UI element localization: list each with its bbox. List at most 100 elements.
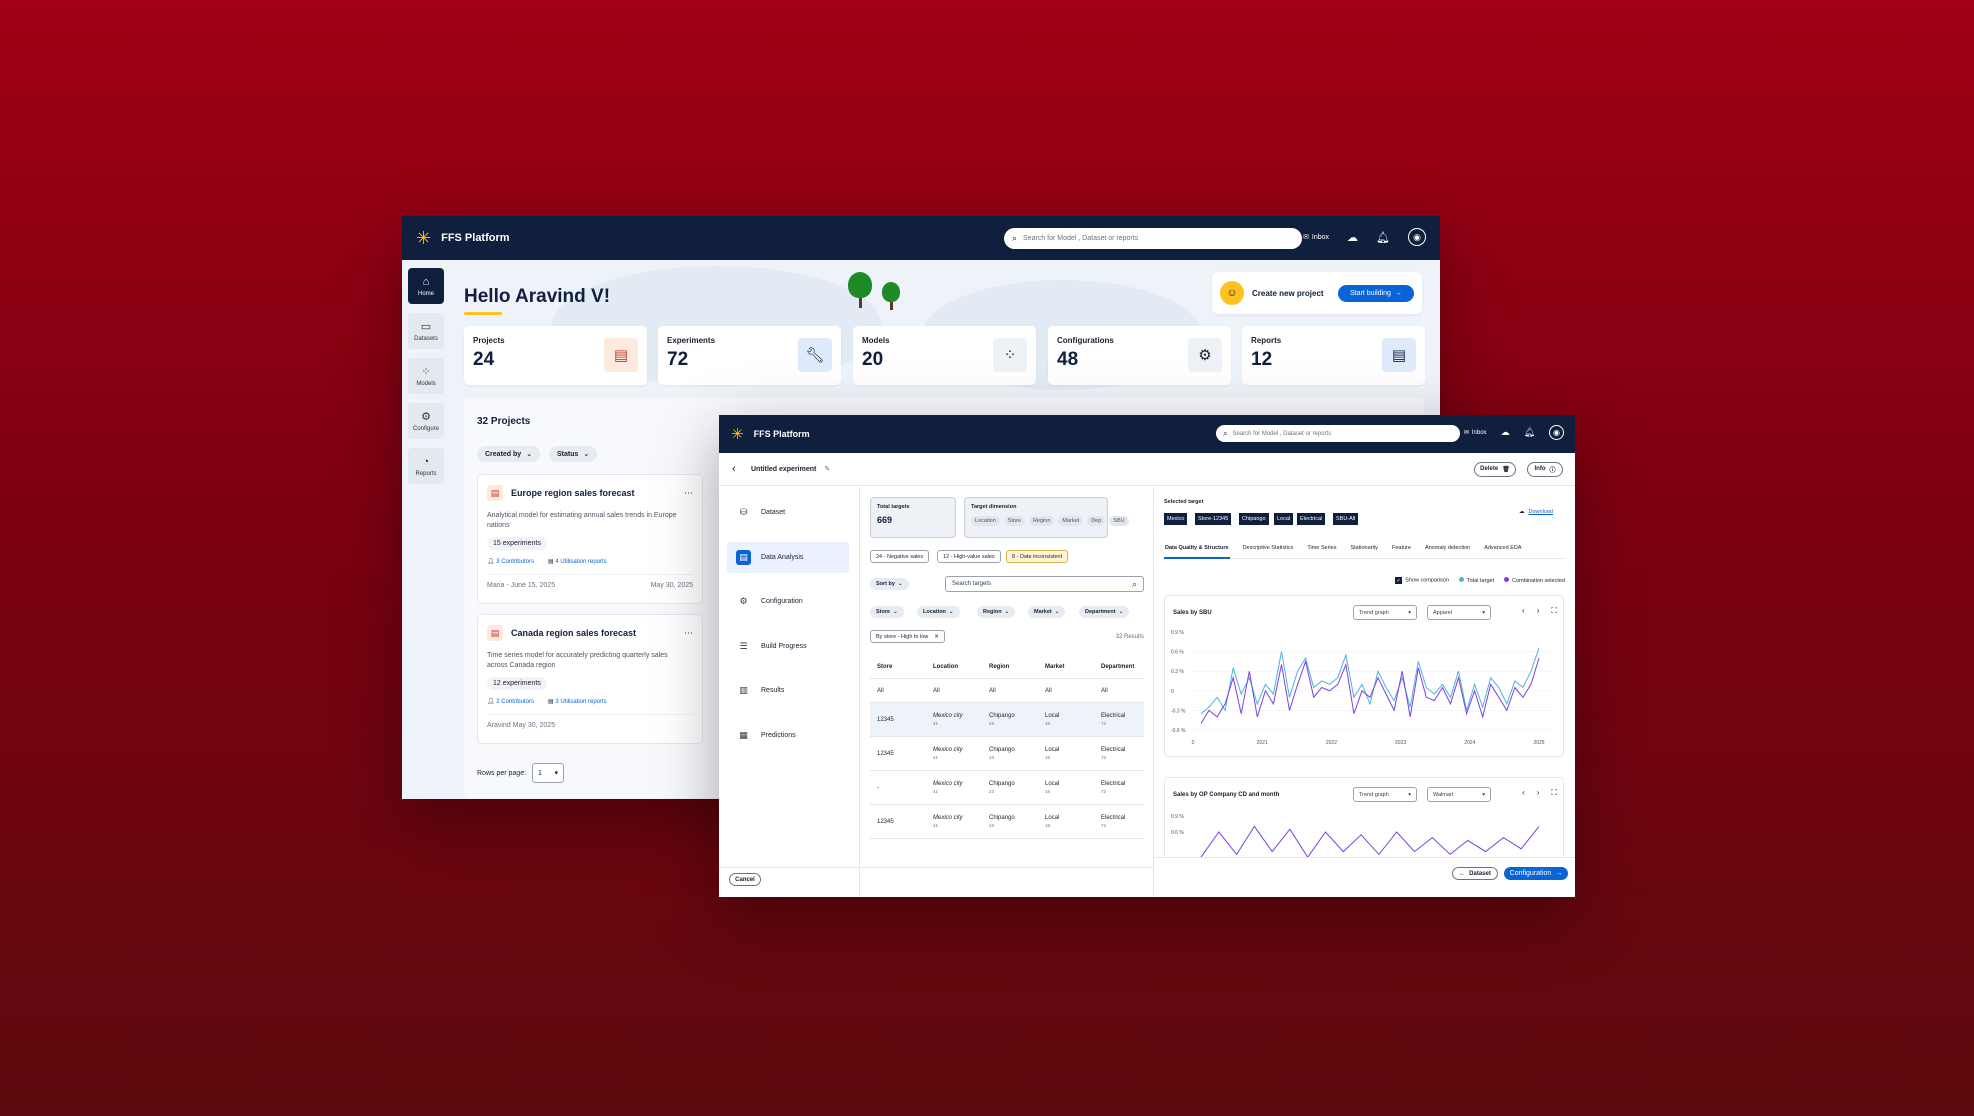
back-arrow-icon[interactable]: ‹ — [732, 463, 736, 475]
global-search-input[interactable]: ⌕ Search for Model , Dataset or reports — [1216, 425, 1460, 442]
user-avatar-icon[interactable]: ◉ — [1549, 425, 1564, 440]
active-filter-chip[interactable]: By store - High to low ✕ — [870, 630, 945, 643]
nav-configuration[interactable]: ⚙ Configuration — [727, 586, 849, 617]
tab-time-series[interactable]: Time Series — [1307, 545, 1337, 551]
show-comparison-checkbox[interactable]: ✓ Show comparison — [1395, 577, 1449, 584]
filter-status[interactable]: Status ⌄ — [549, 446, 598, 462]
project-card[interactable]: ▤ Europe region sales forecast ⋯ Analyti… — [477, 474, 703, 604]
back-dataset-button[interactable]: ← Dataset — [1452, 867, 1498, 880]
selected-chip[interactable]: Chipango — [1239, 513, 1269, 525]
column-header[interactable]: Department — [1101, 663, 1135, 670]
edit-pencil-icon[interactable]: ✎ — [824, 466, 831, 473]
stat-card-models[interactable]: Models 20 ⁘ — [853, 326, 1036, 385]
column-header[interactable]: Region — [989, 663, 1010, 670]
rail-configure[interactable]: ⚙ Configure — [408, 403, 444, 439]
contributors-link[interactable]: 👤︎ 3 Contributors — [487, 558, 534, 565]
chevron-left-icon[interactable]: ‹ — [1522, 606, 1525, 615]
info-button[interactable]: Info ⓘ — [1527, 461, 1563, 477]
search-targets-input[interactable]: Search targets ⌕ — [945, 576, 1144, 592]
chevron-right-icon[interactable]: › — [1536, 606, 1540, 615]
issue-tag[interactable]: 12 - High-value sales — [937, 550, 1001, 563]
table-row[interactable]: - Mexico city 41 Chipango 23 Local 16 Electrica… — [870, 771, 1144, 805]
selected-chip[interactable]: Local — [1274, 513, 1294, 525]
dimension-chip[interactable]: SBU — [1109, 516, 1129, 526]
user-avatar-icon[interactable]: ◉ — [1408, 228, 1426, 246]
more-options-icon[interactable]: ⋯ — [684, 487, 693, 498]
chevron-left-icon[interactable]: ‹ — [1522, 788, 1525, 797]
tab-stationarity[interactable]: Stationarity — [1350, 545, 1378, 551]
stat-card-experiments[interactable]: Experiments 72 🔧︎ — [658, 326, 841, 385]
download-link[interactable]: ☁ Download — [1519, 509, 1553, 515]
rail-datasets[interactable]: ▭ Datasets — [408, 313, 444, 349]
selected-chip[interactable]: Electrical — [1297, 513, 1326, 525]
rows-per-page-select[interactable]: 1 ▾ — [532, 763, 565, 783]
table-row-all[interactable]: All All All All All — [870, 679, 1144, 703]
selected-chip[interactable]: Store-12345 — [1195, 513, 1232, 525]
contributors-link[interactable]: 👤︎ 2 Contributors — [487, 698, 534, 705]
brand[interactable]: ✳ FFS Platform — [416, 229, 510, 247]
nav-results[interactable]: ▥ Results — [727, 675, 849, 706]
bell-icon[interactable]: 🔔︎ — [1523, 427, 1535, 437]
tab-anomaly-detection[interactable]: Anomaly detection — [1424, 545, 1471, 551]
stat-card-configurations[interactable]: Configurations 48 ⚙ — [1048, 326, 1231, 385]
cancel-button[interactable]: Cancel — [729, 873, 761, 886]
selected-chip[interactable]: SBU-All — [1333, 513, 1359, 525]
filter-store[interactable]: Store ⌄ — [870, 606, 904, 618]
filter-department[interactable]: Department ⌄ — [1079, 606, 1130, 618]
next-configuration-button[interactable]: Configuration → — [1504, 867, 1568, 880]
filter-location[interactable]: Location ⌄ — [917, 606, 960, 618]
filter-region[interactable]: Region ⌄ — [977, 606, 1016, 618]
dimension-chip[interactable]: Dep — [1087, 516, 1106, 526]
fullscreen-icon[interactable]: ⛶ — [1551, 606, 1557, 615]
tab-descriptive-statistics[interactable]: Descriptive Statistics — [1242, 545, 1294, 551]
cloud-icon[interactable]: ☁ — [1347, 231, 1359, 244]
chart-type-dropdown[interactable]: Trend graph ▾ — [1353, 605, 1417, 620]
rail-home[interactable]: ⌂ Home — [408, 268, 444, 304]
tab-feature[interactable]: Feature — [1391, 545, 1411, 551]
fullscreen-icon[interactable]: ⛶ — [1551, 788, 1557, 797]
dimension-chip[interactable]: Region — [1028, 516, 1055, 526]
company-dropdown[interactable]: Walmart ▾ — [1427, 787, 1491, 802]
project-card[interactable]: ▤ Canada region sales forecast ⋯ Time se… — [477, 614, 703, 744]
inbox-button[interactable]: ✉ Inbox — [1464, 429, 1487, 437]
dimension-chip[interactable]: Store — [1003, 516, 1025, 526]
tab-data-quality[interactable]: Data Quality & Structure — [1164, 543, 1230, 559]
nav-predictions[interactable]: ▦ Predictions — [727, 720, 849, 751]
dimension-chip[interactable]: Market — [1058, 516, 1084, 526]
rail-reports[interactable]: ◔ Reports — [408, 448, 444, 484]
inbox-button[interactable]: ✉ Inbox — [1303, 233, 1329, 242]
brand[interactable]: ✳ FFS Platform — [731, 427, 810, 442]
chart-type-dropdown[interactable]: Trend graph ▾ — [1353, 787, 1417, 802]
nav-dataset[interactable]: ⛁ Dataset — [727, 497, 849, 528]
delete-button[interactable]: Delete 🗑︎ — [1474, 461, 1516, 477]
selected-chip[interactable]: Mexico — [1164, 513, 1188, 525]
stat-card-projects[interactable]: Projects 24 ▤ — [464, 326, 647, 385]
sbu-dropdown[interactable]: Apparel ▾ — [1427, 605, 1491, 620]
filter-created-by[interactable]: Created by ⌄ — [477, 446, 541, 462]
filter-market[interactable]: Market ⌄ — [1028, 606, 1066, 618]
table-row[interactable]: 12345 Mexico city 41 Chipango 23 Local 16 Elect… — [870, 703, 1144, 737]
bell-icon[interactable]: 🔔︎ — [1376, 231, 1390, 244]
more-options-icon[interactable]: ⋯ — [684, 627, 693, 638]
start-building-button[interactable]: Start building → — [1338, 284, 1414, 302]
tab-advanced-eda[interactable]: Advanced EDA — [1484, 545, 1522, 551]
dimension-chip[interactable]: Location — [971, 516, 1000, 526]
column-header[interactable]: Location — [933, 663, 958, 670]
issue-tag[interactable]: 24 - Negative sales — [870, 550, 930, 563]
chevron-right-icon[interactable]: › — [1536, 788, 1540, 797]
column-header[interactable]: Store — [877, 663, 893, 670]
cloud-icon[interactable]: ☁ — [1500, 427, 1510, 437]
issue-tag[interactable]: 8 - Date inconsistent — [1006, 550, 1069, 563]
nav-data-analysis[interactable]: ▤ Data Analysis — [727, 542, 849, 573]
sort-by-button[interactable]: Sort by ⌄ — [870, 578, 909, 590]
reports-link[interactable]: ▤ 3 Utilisation reports — [548, 698, 607, 705]
reports-link[interactable]: ▤ 4 Utilisation reports — [548, 558, 607, 565]
global-search-input[interactable]: ⌕ Search for Model , Dataset or reports — [1004, 228, 1302, 249]
stat-card-reports[interactable]: Reports 12 ▤ — [1242, 326, 1425, 385]
nav-build-progress[interactable]: ☰ Build Progress — [727, 631, 849, 662]
close-icon[interactable]: ✕ — [934, 633, 939, 640]
rail-models[interactable]: ⁘ Models — [408, 358, 444, 394]
column-header[interactable]: Market — [1045, 663, 1065, 670]
table-row[interactable]: 12345 Mexico city 41 Chipango 23 Local 16 Elect… — [870, 737, 1144, 771]
table-row[interactable]: 12345 Mexico city 41 Chipango 23 Local 16 Elect… — [870, 805, 1144, 839]
